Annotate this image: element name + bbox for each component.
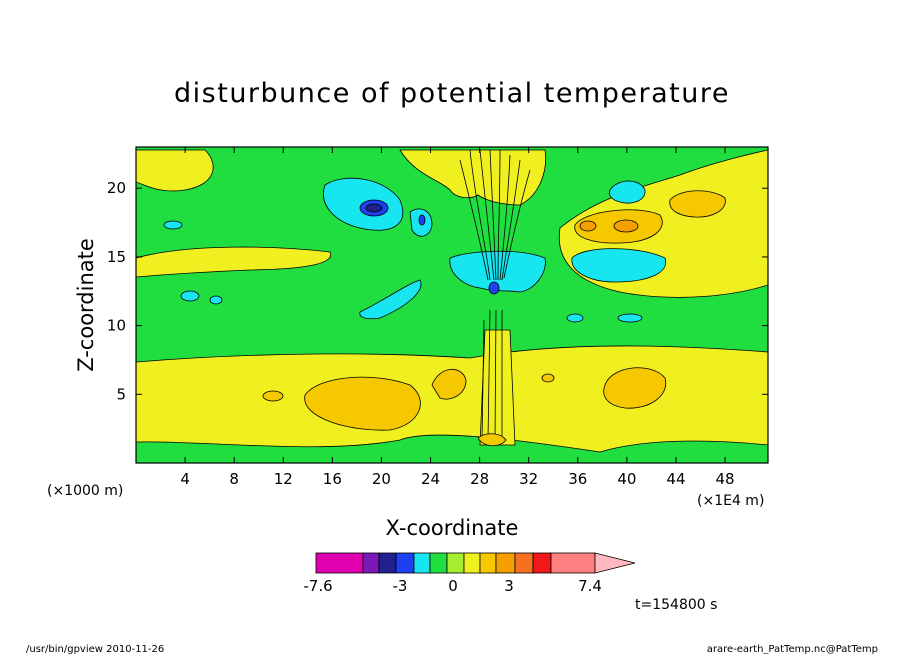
y-axis-ticks xyxy=(136,187,768,395)
orange-region-right-lower xyxy=(603,367,667,409)
cyan-blob-b xyxy=(209,295,223,305)
x-tick-label-6: 28 xyxy=(470,470,489,488)
colorbar-box-7 xyxy=(463,552,481,574)
orange-region-left-lower xyxy=(304,376,421,431)
orange-blob-left xyxy=(262,390,284,402)
central-plume xyxy=(459,149,531,447)
colorbar-box-12 xyxy=(550,552,596,574)
dark-orange-blob-b xyxy=(613,219,639,233)
y-tick-label-2: 15 xyxy=(107,248,126,266)
colorbar-label-2: 0 xyxy=(448,577,458,595)
orange-region-center-lower xyxy=(431,368,467,400)
cyan-blob-a xyxy=(180,290,200,302)
x-axis-label: X-coordinate xyxy=(386,516,519,540)
x-tick-label-7: 32 xyxy=(519,470,538,488)
yellow-region-center-streak xyxy=(479,329,516,446)
y-axis-label: Z-coordinate xyxy=(74,238,98,372)
y-axis-tick-labels: 5 10 15 20 xyxy=(107,179,126,403)
colorbar-box-1 xyxy=(362,552,380,574)
cyan-region-diagonal xyxy=(359,279,422,320)
orange-blob-right xyxy=(541,373,555,383)
colorbar-box-11 xyxy=(532,552,552,574)
x-tick-label-5: 24 xyxy=(421,470,440,488)
yellow-region-top-left xyxy=(136,149,214,192)
x-tick-label-9: 40 xyxy=(617,470,636,488)
chart-title: disturbunce of potential temperature xyxy=(174,78,730,109)
colorbar-box-6 xyxy=(446,552,465,574)
colorbar-box-3 xyxy=(395,552,415,574)
blue-blob-small xyxy=(418,214,426,226)
yellow-region-left-middle xyxy=(136,246,332,278)
cyan-region-right xyxy=(571,248,667,283)
x-axis-ticks xyxy=(184,147,726,463)
colorbar-label-0: -7.6 xyxy=(303,577,332,595)
colorbar-box-9 xyxy=(495,552,516,574)
x-tick-label-3: 16 xyxy=(323,470,342,488)
cyan-blob-d xyxy=(617,313,643,323)
colorbar-labels: -7.6 -3 0 3 7.4 xyxy=(303,577,602,595)
x-tick-label-4: 20 xyxy=(372,470,391,488)
contour-field xyxy=(136,147,768,463)
cyan-blob-c xyxy=(163,220,183,230)
x-tick-label-11: 48 xyxy=(716,470,735,488)
orange-region-far-upper-right xyxy=(669,190,726,218)
x-tick-label-1: 8 xyxy=(229,470,239,488)
colorbar-arrow xyxy=(594,552,636,574)
x-tick-label-2: 12 xyxy=(274,470,293,488)
cyan-region-top-right xyxy=(609,180,646,204)
footer-left: /usr/bin/gpview 2010-11-26 xyxy=(26,644,164,654)
x-axis-tick-labels: 4 8 12 16 20 24 28 32 36 40 44 48 xyxy=(180,470,734,488)
colorbar-box-4 xyxy=(413,552,431,574)
plot-frame xyxy=(135,146,769,464)
x-unit-right: (×1E4 m) xyxy=(697,493,764,509)
y-tick-label-3: 20 xyxy=(107,179,126,197)
colorbar-box-8 xyxy=(479,552,497,574)
colorbar xyxy=(315,552,636,574)
colorbar-box-10 xyxy=(514,552,534,574)
colorbar-label-4: 7.4 xyxy=(578,577,602,595)
dark-orange-blob-a xyxy=(579,220,597,232)
dark-blue-blob-left xyxy=(365,203,383,213)
x-tick-label-8: 36 xyxy=(568,470,587,488)
x-tick-label-0: 4 xyxy=(180,470,190,488)
colorbar-label-3: 3 xyxy=(504,577,514,595)
time-label: t=154800 s xyxy=(635,597,717,613)
cyan-blob-e xyxy=(566,313,584,323)
y-tick-label-0: 5 xyxy=(116,385,126,403)
yellow-region-lower xyxy=(136,345,768,453)
blue-blob-center xyxy=(488,281,500,295)
colorbar-label-1: -3 xyxy=(393,577,408,595)
footer-right: arare-earth_PatTemp.nc@PatTemp xyxy=(707,644,878,654)
x-unit-left: (×1000 m) xyxy=(47,483,123,499)
colorbar-box-2 xyxy=(378,552,397,574)
y-tick-label-1: 10 xyxy=(107,317,126,335)
x-tick-label-10: 44 xyxy=(666,470,685,488)
colorbar-box-5 xyxy=(429,552,448,574)
colorbar-box-0 xyxy=(315,552,364,574)
